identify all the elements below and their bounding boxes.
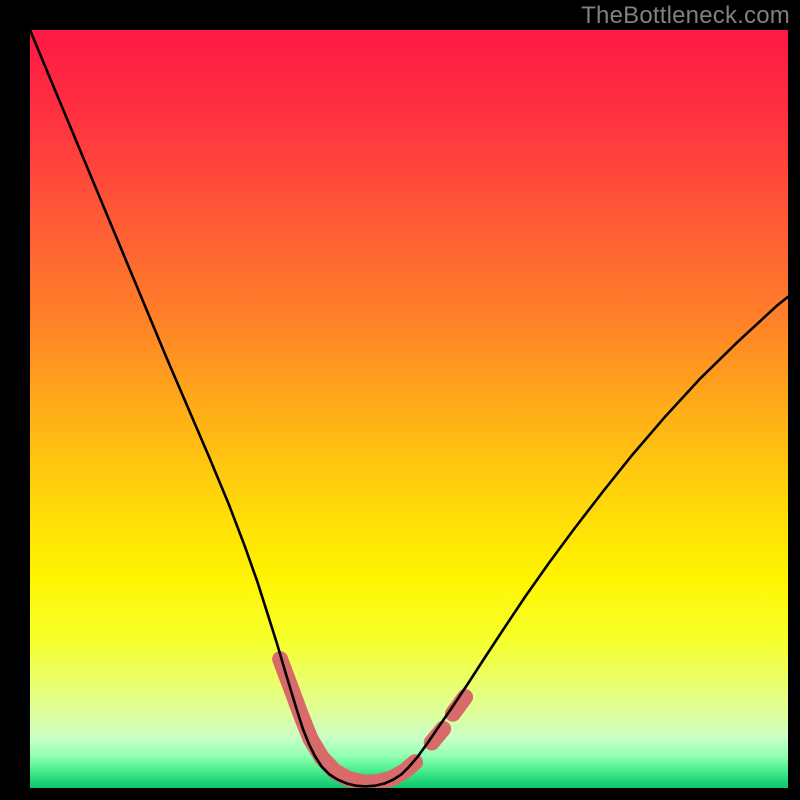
- plot-area: [30, 30, 788, 788]
- chart-background: [30, 30, 788, 788]
- watermark-text: TheBottleneck.com: [581, 2, 790, 30]
- chart-svg: [30, 30, 788, 788]
